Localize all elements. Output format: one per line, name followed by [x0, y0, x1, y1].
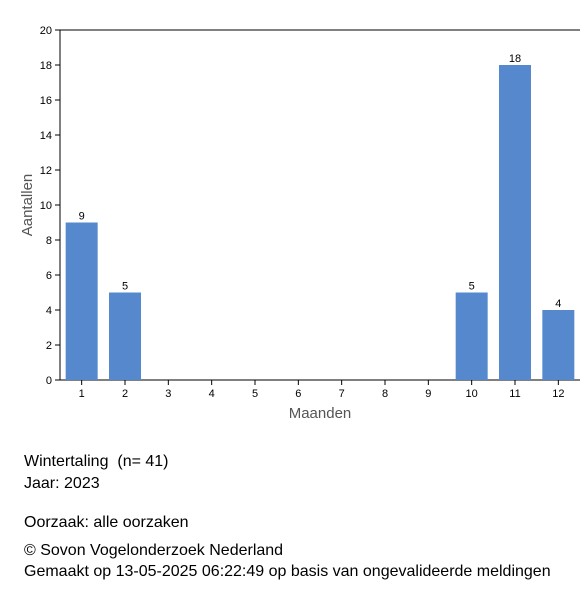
- y-tick-label: 4: [46, 305, 52, 317]
- bar: [499, 65, 531, 380]
- y-tick-label: 10: [40, 200, 52, 212]
- data-label: 9: [79, 211, 85, 223]
- bar: [455, 292, 488, 380]
- y-axis-label: Aantallen: [19, 174, 36, 237]
- made-note: Gemaakt op 13-05-2025 06:22:49 op basis …: [24, 563, 551, 580]
- x-tick-label: 9: [425, 388, 431, 400]
- copyright: © Sovon Vogelonderzoek Nederland: [24, 542, 284, 559]
- x-tick-label: 5: [252, 388, 258, 400]
- y-tick-label: 16: [40, 95, 52, 107]
- y-tick-label: 6: [46, 270, 52, 282]
- data-label: 5: [469, 281, 475, 293]
- y-tick-label: 2: [46, 340, 52, 352]
- x-tick-label: 11: [509, 388, 520, 400]
- data-label: 4: [555, 298, 561, 310]
- y-tick-label: 20: [40, 25, 52, 37]
- x-tick-label: 3: [165, 388, 171, 400]
- y-tick-label: 18: [40, 60, 52, 72]
- bar: [109, 292, 141, 380]
- data-label: 5: [122, 281, 128, 293]
- y-tick-label: 8: [46, 235, 52, 247]
- species: Wintertaling (n= 41): [24, 453, 169, 470]
- x-axis-label: Maanden: [289, 405, 352, 422]
- chart: Maanden Aantallen 0 2 4 6 8 10 12 14 16 18 20 1 9 2 5 3…: [19, 25, 580, 422]
- y-tick-label: 14: [40, 130, 52, 142]
- data-label: 18: [509, 53, 521, 65]
- x-tick-label: 12: [552, 388, 564, 400]
- y-tick-label: 0: [46, 375, 52, 387]
- y-tick-label: 12: [40, 165, 52, 177]
- x-tick-label: 2: [122, 388, 128, 400]
- x-tick-label: 6: [295, 388, 301, 400]
- x-tick-label: 4: [209, 388, 215, 400]
- x-tick-label: 10: [466, 388, 478, 400]
- x-tick-label: 7: [339, 388, 345, 400]
- bar: [542, 310, 575, 380]
- x-tick-label: 1: [79, 388, 85, 400]
- cause: Oorzaak: alle oorzaken: [24, 514, 189, 531]
- year: Jaar: 2023: [24, 475, 100, 492]
- x-tick-label: 8: [382, 388, 388, 400]
- bar: [65, 222, 98, 380]
